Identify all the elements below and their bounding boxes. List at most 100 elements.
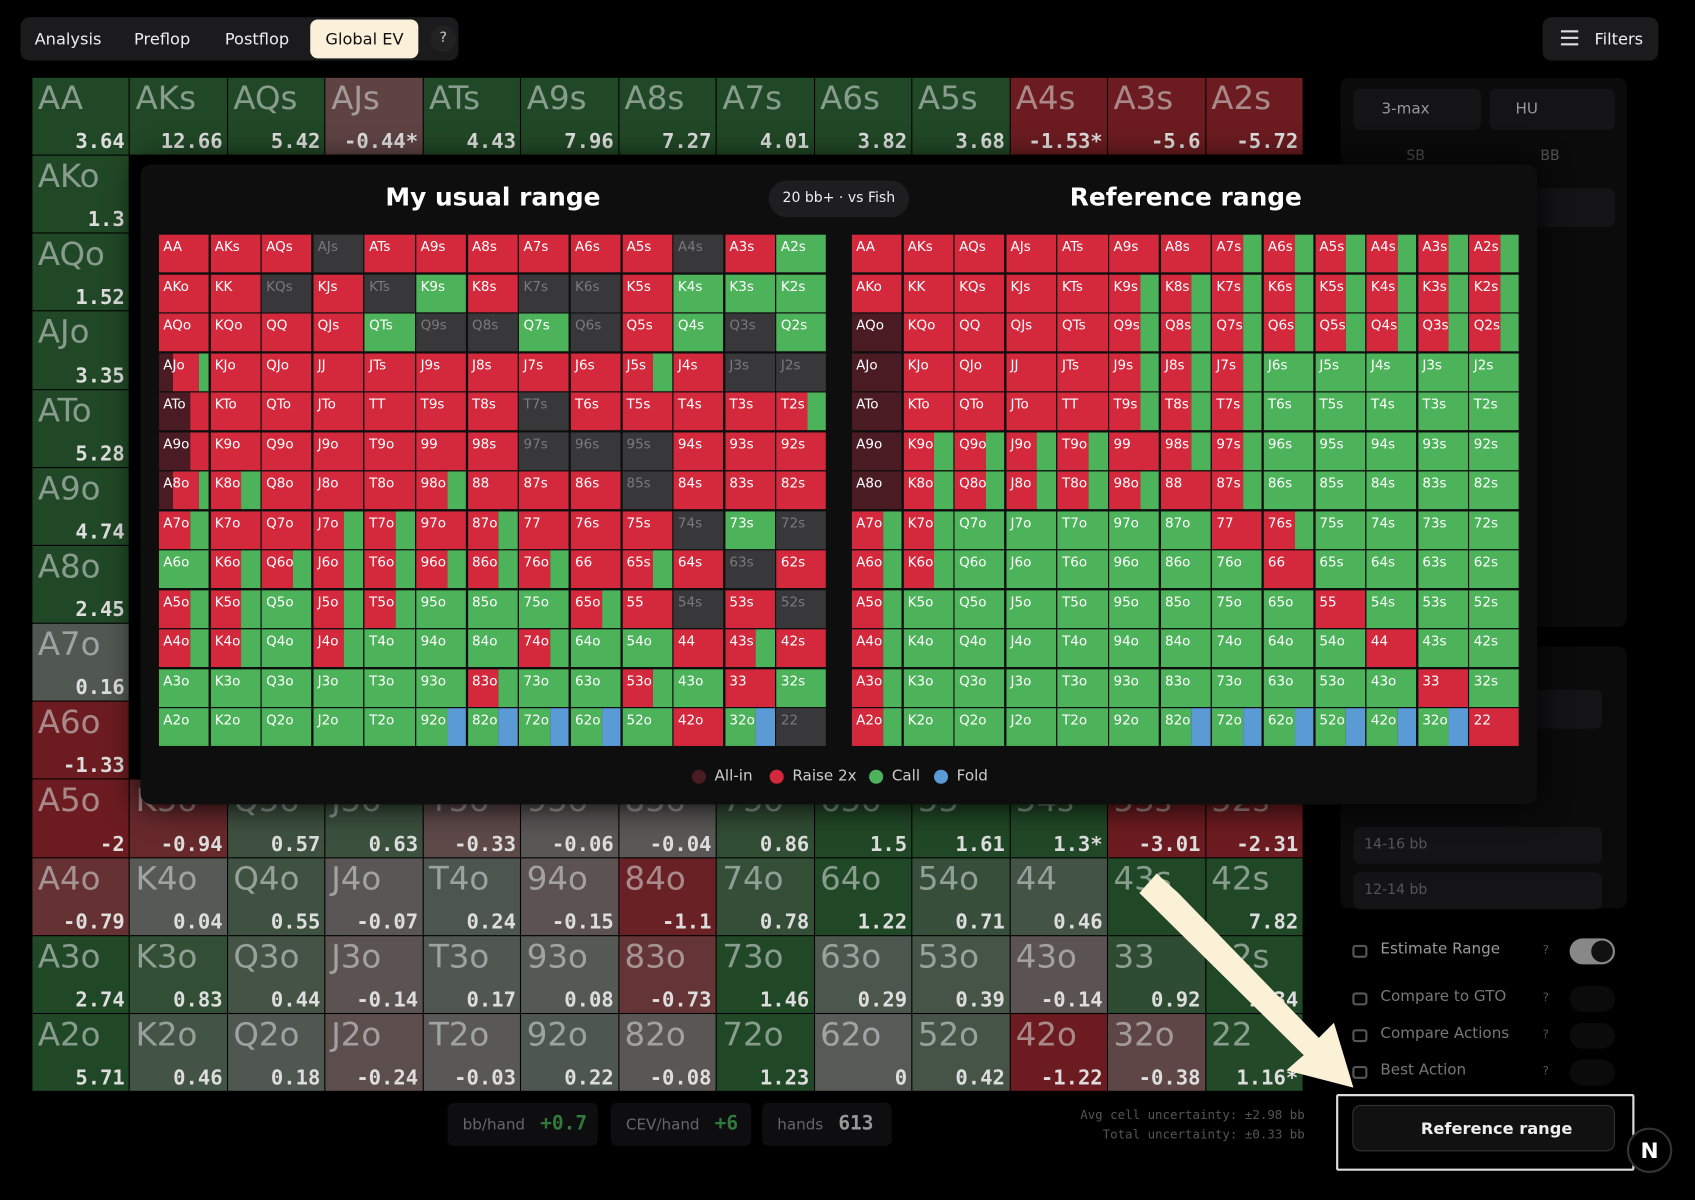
action-segment: [1006, 550, 1057, 589]
toggle[interactable]: [1569, 1059, 1615, 1086]
mode-select[interactable]: HU: [1489, 88, 1615, 130]
action-segment: [1109, 274, 1141, 312]
action-segment: [261, 708, 312, 747]
avatar[interactable]: N: [1626, 1127, 1673, 1173]
range-hand: 66: [1267, 553, 1286, 571]
range-cell: 82o: [1160, 708, 1211, 747]
range-hand: 82o: [472, 711, 498, 729]
action-segment: [725, 629, 756, 668]
range-hand: 97o: [1113, 514, 1139, 531]
action-segment: [776, 274, 827, 312]
range-hand: Q2s: [780, 316, 808, 334]
format-select[interactable]: 3-max: [1353, 88, 1481, 130]
option-label[interactable]: Estimate Range: [1380, 940, 1501, 958]
tab[interactable]: Preflop: [134, 29, 191, 49]
tab[interactable]: Global EV: [310, 19, 419, 59]
range-hand: J5s: [1319, 356, 1340, 373]
range-hand: KK: [214, 277, 233, 294]
range-hand: AQs: [266, 237, 293, 255]
action-segment: [1212, 313, 1244, 352]
range-hand: A5s: [626, 237, 652, 255]
action-segment: [1418, 511, 1468, 549]
ev-cell: AQs 5.42: [228, 77, 325, 155]
range-cell: 74s: [673, 511, 724, 549]
range-cell: A5o: [851, 590, 902, 628]
stack-option[interactable]: 12-14 bb: [1353, 872, 1603, 910]
range-hand: 75o: [1216, 593, 1242, 610]
range-hand: K7s: [1216, 277, 1241, 294]
ev-value: 4.74: [75, 519, 125, 544]
range-hand: 97s: [523, 435, 548, 452]
range-cell: Q5s: [1315, 313, 1365, 352]
toggle[interactable]: [1569, 1022, 1615, 1049]
range-cell: 54o: [622, 629, 672, 668]
range-cell: J2o: [313, 708, 364, 747]
ev-hand: Q4o: [233, 860, 300, 898]
range-hand: J8s: [472, 356, 492, 373]
action-segment: [622, 392, 672, 431]
range-cell: KQs: [954, 274, 1005, 312]
range-hand: 96o: [420, 553, 447, 571]
range-cell: KJo: [903, 353, 954, 391]
range-hand: 86o: [1164, 553, 1191, 571]
range-hand: 53o: [1319, 672, 1345, 689]
action-segment: [776, 313, 827, 352]
action-segment: [1366, 432, 1417, 470]
range-cell: T4s: [673, 392, 724, 431]
action-segment: [903, 669, 954, 707]
tab[interactable]: Analysis: [34, 29, 102, 49]
ev-hand: 73o: [722, 938, 784, 976]
range-hand: J4o: [1010, 632, 1032, 650]
position[interactable]: SB: [1406, 148, 1425, 165]
ev-value: 1.23: [759, 1065, 810, 1090]
ev-cell: J2o -0.24: [325, 1013, 423, 1091]
option-label[interactable]: Compare Actions: [1380, 1024, 1510, 1043]
action-segment: [851, 669, 883, 707]
action-segment: [313, 274, 364, 312]
action-segment: [570, 629, 621, 668]
action-segment: [1212, 234, 1244, 273]
range-cell: T2o: [1057, 708, 1108, 747]
ev-value: 1.52: [75, 285, 125, 310]
action-segment: [158, 234, 209, 273]
filters-button[interactable]: Filters: [1542, 17, 1659, 61]
action-segment: [261, 471, 312, 510]
range-cell: KTs: [364, 274, 415, 312]
ev-hand: AQo: [37, 235, 105, 274]
range-hand: 74o: [1216, 632, 1242, 650]
action-segment: [158, 471, 173, 510]
range-cell: T4o: [1057, 629, 1108, 668]
range-hand: K9o: [907, 435, 934, 452]
range-cell: JTs: [1057, 353, 1108, 391]
stack-option[interactable]: 14-16 bb: [1353, 827, 1603, 864]
range-cell: J3s: [1418, 353, 1468, 391]
tab[interactable]: ?: [430, 25, 457, 52]
action-segment: [1109, 313, 1141, 352]
position[interactable]: BB: [1540, 148, 1560, 165]
action-segment: [1448, 708, 1468, 747]
action-segment: [1243, 274, 1262, 312]
toggle[interactable]: [1569, 985, 1615, 1012]
range-hand: Q3s: [1422, 316, 1449, 334]
range-hand: K5o: [214, 593, 241, 610]
range-cell: 93o: [1109, 669, 1160, 707]
range-hand: 52s: [1473, 593, 1499, 610]
action-segment: [1366, 511, 1417, 549]
ev-cell: Q3o 0.44: [228, 935, 325, 1013]
ev-hand: 33: [1113, 938, 1155, 976]
action-segment: [364, 590, 396, 628]
action-segment: [1418, 234, 1449, 273]
reference-button[interactable]: Reference range: [1352, 1104, 1615, 1152]
range-cell: A4o: [851, 629, 902, 668]
ev-hand: 83o: [624, 938, 686, 976]
range-cell: A7s: [519, 234, 570, 273]
range-cell: K7o: [903, 511, 954, 549]
ev-value: 0.83: [173, 987, 223, 1012]
option-label[interactable]: Compare to GTO: [1380, 988, 1507, 1006]
action-segment: [622, 313, 672, 352]
range-cell: 92o: [416, 708, 467, 747]
option-label[interactable]: Best Action: [1380, 1061, 1467, 1079]
ev-value: 0.63: [368, 831, 419, 856]
range-cell: J7o: [1006, 511, 1057, 549]
tab[interactable]: Postflop: [224, 29, 290, 49]
